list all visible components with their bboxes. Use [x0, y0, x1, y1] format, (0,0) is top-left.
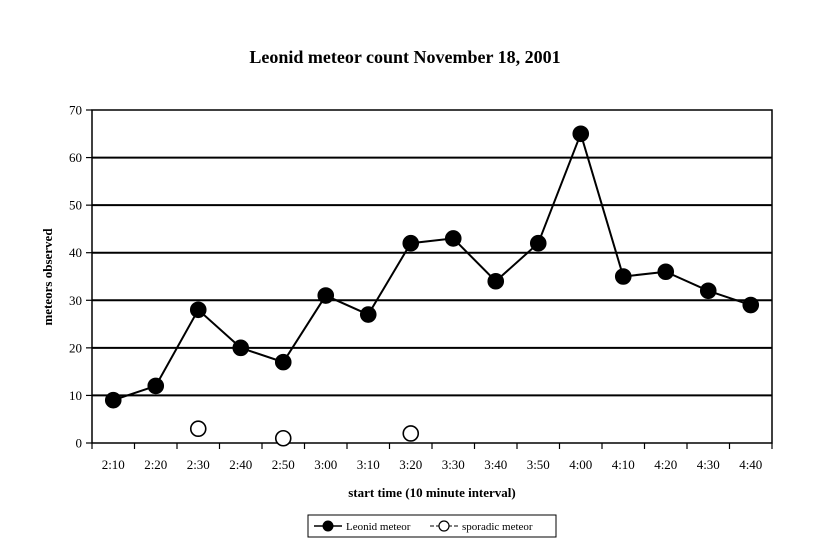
x-tick-label: 4:10: [612, 457, 635, 472]
leonid-point: [657, 263, 675, 281]
y-tick-label: 10: [69, 388, 82, 403]
y-tick-label: 40: [69, 245, 82, 260]
leonid-point: [359, 306, 377, 323]
leonid-point: [402, 234, 420, 252]
axes: 0 10 20 30 40 50 60 70 2:10 2:20 2:30 2:40 2:50 3:00 3…: [69, 103, 773, 472]
leonid-point: [614, 268, 632, 285]
x-tick-label: 4:00: [569, 457, 592, 472]
sporadic-point: [402, 425, 420, 442]
leonid-point: [317, 287, 335, 304]
chart-title: Leonid meteor count November 18, 2001: [249, 47, 560, 67]
x-tick-label: 4:20: [654, 457, 677, 472]
x-tick-label: 2:50: [272, 457, 295, 472]
x-tick-label: 2:40: [229, 457, 252, 472]
leonid-point: [274, 353, 292, 371]
legend-label-sporadic: sporadic meteor: [462, 521, 533, 533]
leonid-point: [572, 125, 590, 143]
legend: Leonid meteor sporadic meteor: [307, 514, 557, 538]
grid: [92, 156, 772, 397]
series-sporadic-meteor: [189, 420, 420, 447]
x-tick-label: 2:10: [102, 457, 125, 472]
x-tick-label: 3:50: [527, 457, 550, 472]
y-tick-label: 0: [76, 436, 83, 451]
y-tick-label: 70: [69, 103, 82, 118]
x-tick-label: 3:30: [442, 457, 465, 472]
y-tick-label: 30: [69, 293, 82, 308]
x-tick-label: 3:40: [484, 457, 507, 472]
x-tick-label: 3:20: [399, 457, 422, 472]
x-tick-label: 2:30: [187, 457, 210, 472]
leonid-point: [487, 272, 505, 290]
x-tick-label: 3:10: [357, 457, 380, 472]
leonid-point: [147, 377, 165, 395]
series: [104, 125, 760, 447]
x-tick-label: 3:00: [314, 457, 337, 472]
legend-label-leonid: Leonid meteor: [346, 521, 411, 533]
leonid-point: [444, 230, 462, 247]
series-leonid-meteor: [104, 125, 760, 409]
legend-marker-leonid: [322, 520, 334, 532]
sporadic-point: [274, 429, 292, 447]
leonid-point: [529, 234, 547, 252]
legend-marker-sporadic: [438, 520, 450, 532]
y-tick-label: 60: [69, 150, 82, 165]
y-tick-label: 50: [69, 198, 82, 213]
y-axis-label: meteors observed: [40, 228, 55, 326]
x-tick-label: 4:30: [697, 457, 720, 472]
leonid-point: [699, 282, 717, 300]
sporadic-point: [189, 420, 207, 438]
x-tick-label: 4:40: [739, 457, 762, 472]
y-tick-label: 20: [69, 340, 82, 355]
series-line: [112, 130, 752, 402]
leonid-point: [742, 296, 760, 314]
x-tick-label: 2:20: [144, 457, 167, 472]
leonid-point: [232, 339, 250, 357]
leonid-point: [104, 391, 122, 409]
leonid-point: [189, 301, 207, 319]
x-axis-label: start time (10 minute interval): [348, 485, 516, 500]
